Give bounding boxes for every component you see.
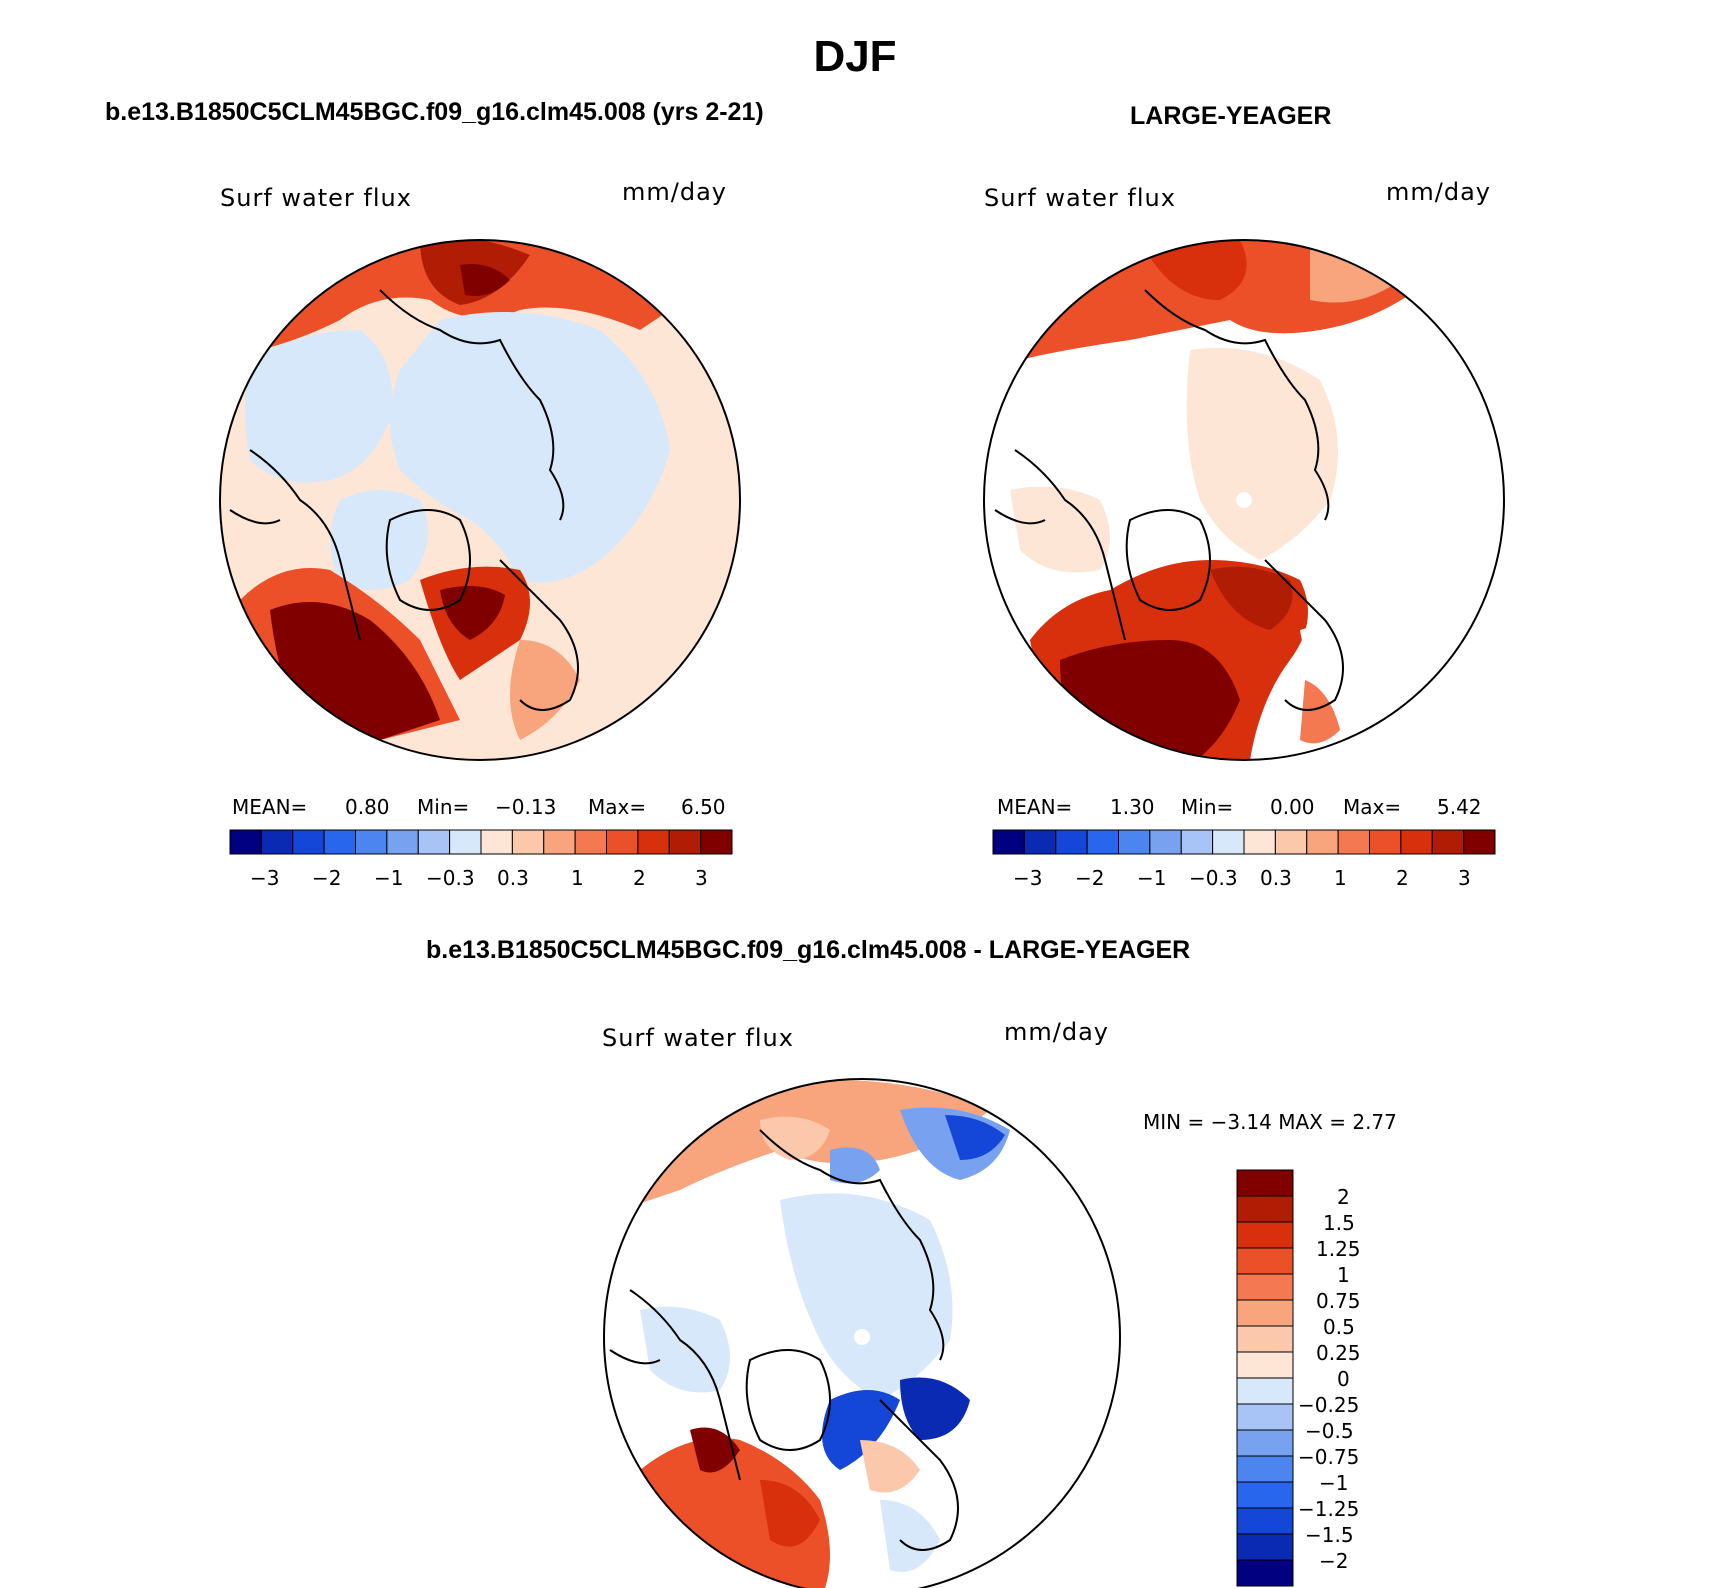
panel1-colorbar-tick: −3 xyxy=(250,866,280,890)
panel3-min-max-label: MIN = −3.14 MAX = 2.77 xyxy=(1143,1110,1397,1134)
colorbar-swatch xyxy=(1337,829,1370,855)
colorbar-swatch xyxy=(1463,829,1496,855)
panel2-title: LARGE-YEAGER xyxy=(1130,102,1332,130)
panel1-units-label: mm/day xyxy=(622,178,727,206)
colorbar-swatch xyxy=(1212,829,1245,855)
panel3-colorbar-label: −2 xyxy=(1319,1549,1349,1573)
colorbar-swatch xyxy=(386,829,419,855)
colorbar-swatch xyxy=(1236,1247,1294,1275)
colorbar-swatch xyxy=(1306,829,1339,855)
colorbar-swatch xyxy=(1274,829,1308,855)
panel3-colorbar-label: 0.25 xyxy=(1316,1341,1361,1365)
panel2-min-label: Min= xyxy=(1181,795,1234,819)
panel2-colorbar-tick: 3 xyxy=(1458,866,1471,890)
colorbar-swatch xyxy=(1236,1377,1294,1405)
panel1-colorbar-tick: 0.3 xyxy=(497,866,529,890)
panel3-colorbar-label: 2 xyxy=(1337,1185,1350,1209)
colorbar-swatch xyxy=(1400,829,1433,855)
panel2-colorbar-tick: −1 xyxy=(1137,866,1167,890)
colorbar-swatch xyxy=(1236,1533,1294,1561)
panel2-colorbar-tick: −3 xyxy=(1013,866,1043,890)
colorbar-swatch xyxy=(449,829,482,855)
panel3-variable-label: Surf water flux xyxy=(602,1024,794,1052)
panel2-mean-label: MEAN= xyxy=(997,795,1073,819)
panel2-variable-label: Surf water flux xyxy=(984,184,1176,212)
panel1-max-value: 6.50 xyxy=(681,795,726,819)
panel1-colorbar-tick: −0.3 xyxy=(426,866,475,890)
colorbar-swatch xyxy=(1118,829,1151,855)
panel3-colorbar-label: 0.75 xyxy=(1316,1289,1361,1313)
colorbar-swatch xyxy=(417,829,451,855)
colorbar-swatch xyxy=(1431,829,1465,855)
panel3-colorbar-label: −1.5 xyxy=(1305,1523,1354,1547)
colorbar-swatch xyxy=(323,829,356,855)
panel2-colorbar-tick: 1 xyxy=(1334,866,1347,890)
panel1-colorbar-tick: 1 xyxy=(571,866,584,890)
colorbar-swatch xyxy=(1236,1221,1294,1249)
colorbar-swatch xyxy=(292,829,325,855)
panel1-mean-label: MEAN= xyxy=(232,795,308,819)
panel3-colorbar-label: −0.5 xyxy=(1305,1419,1354,1443)
panel1-variable-label: Surf water flux xyxy=(220,184,412,212)
colorbar-swatch xyxy=(1055,829,1088,855)
panel1-mean-value: 0.80 xyxy=(345,795,390,819)
panel1-colorbar xyxy=(229,829,733,855)
panel1-min-value: −0.13 xyxy=(495,795,557,819)
main-title: DJF xyxy=(813,32,897,81)
panel3-colorbar-label: −1 xyxy=(1319,1471,1349,1495)
colorbar-swatch xyxy=(229,829,262,855)
panel3-colorbar-label: 1.25 xyxy=(1316,1237,1361,1261)
colorbar-swatch xyxy=(1236,1507,1294,1535)
panel1-colorbar-tick: −2 xyxy=(312,866,342,890)
colorbar-swatch xyxy=(1149,829,1182,855)
colorbar-swatch xyxy=(1236,1455,1294,1483)
panel2-colorbar-tick: 0.3 xyxy=(1260,866,1292,890)
panel2-units-label: mm/day xyxy=(1386,178,1491,206)
panel3-colorbar-label: 0 xyxy=(1337,1367,1350,1391)
panel3-colorbar-label: 0.5 xyxy=(1323,1315,1355,1339)
panel3-colorbar-label: 1 xyxy=(1337,1263,1350,1287)
panel1-colorbar-tick: 3 xyxy=(695,866,708,890)
panel3-colorbar-label: −0.75 xyxy=(1298,1445,1360,1469)
panel1-colorbar-tick: −1 xyxy=(374,866,404,890)
panel3-title: b.e13.B1850C5CLM45BGC.f09_g16.clm45.008 … xyxy=(426,936,1191,964)
colorbar-swatch xyxy=(1236,1195,1294,1223)
panel1-title: b.e13.B1850C5CLM45BGC.f09_g16.clm45.008 … xyxy=(105,98,764,126)
panel2-colorbar-tick: −2 xyxy=(1075,866,1105,890)
panel2-colorbar xyxy=(992,829,1496,855)
colorbar-swatch xyxy=(511,829,545,855)
colorbar-swatch xyxy=(1236,1351,1294,1379)
colorbar-swatch xyxy=(1236,1559,1294,1587)
panel2-min-value: 0.00 xyxy=(1270,795,1315,819)
panel2-max-label: Max= xyxy=(1343,795,1402,819)
colorbar-swatch xyxy=(1236,1325,1294,1353)
panel3-colorbar-label: −1.25 xyxy=(1298,1497,1360,1521)
colorbar-swatch xyxy=(355,829,388,855)
colorbar-swatch xyxy=(1236,1299,1294,1327)
colorbar-swatch xyxy=(1236,1403,1294,1431)
panel2-mean-value: 1.30 xyxy=(1110,795,1155,819)
colorbar-swatch xyxy=(1236,1169,1294,1197)
colorbar-swatch xyxy=(637,829,670,855)
colorbar-swatch xyxy=(1236,1273,1294,1301)
panel3-units-label: mm/day xyxy=(1004,1018,1109,1046)
panel1-max-label: Max= xyxy=(588,795,647,819)
colorbar-swatch xyxy=(1236,1429,1294,1457)
colorbar-swatch xyxy=(700,829,733,855)
panel1-colorbar-tick: 2 xyxy=(633,866,646,890)
colorbar-swatch xyxy=(1236,1481,1294,1509)
panel2-colorbar-tick: 2 xyxy=(1396,866,1409,890)
colorbar-swatch xyxy=(543,829,576,855)
panel3-colorbar xyxy=(1236,1169,1294,1587)
panel2-colorbar-tick: −0.3 xyxy=(1189,866,1238,890)
panel2-max-value: 5.42 xyxy=(1437,795,1482,819)
panel3-colorbar-label: 1.5 xyxy=(1323,1211,1355,1235)
panel3-colorbar-label: −0.25 xyxy=(1298,1393,1360,1417)
panel1-min-label: Min= xyxy=(417,795,470,819)
colorbar-swatch xyxy=(992,829,1025,855)
